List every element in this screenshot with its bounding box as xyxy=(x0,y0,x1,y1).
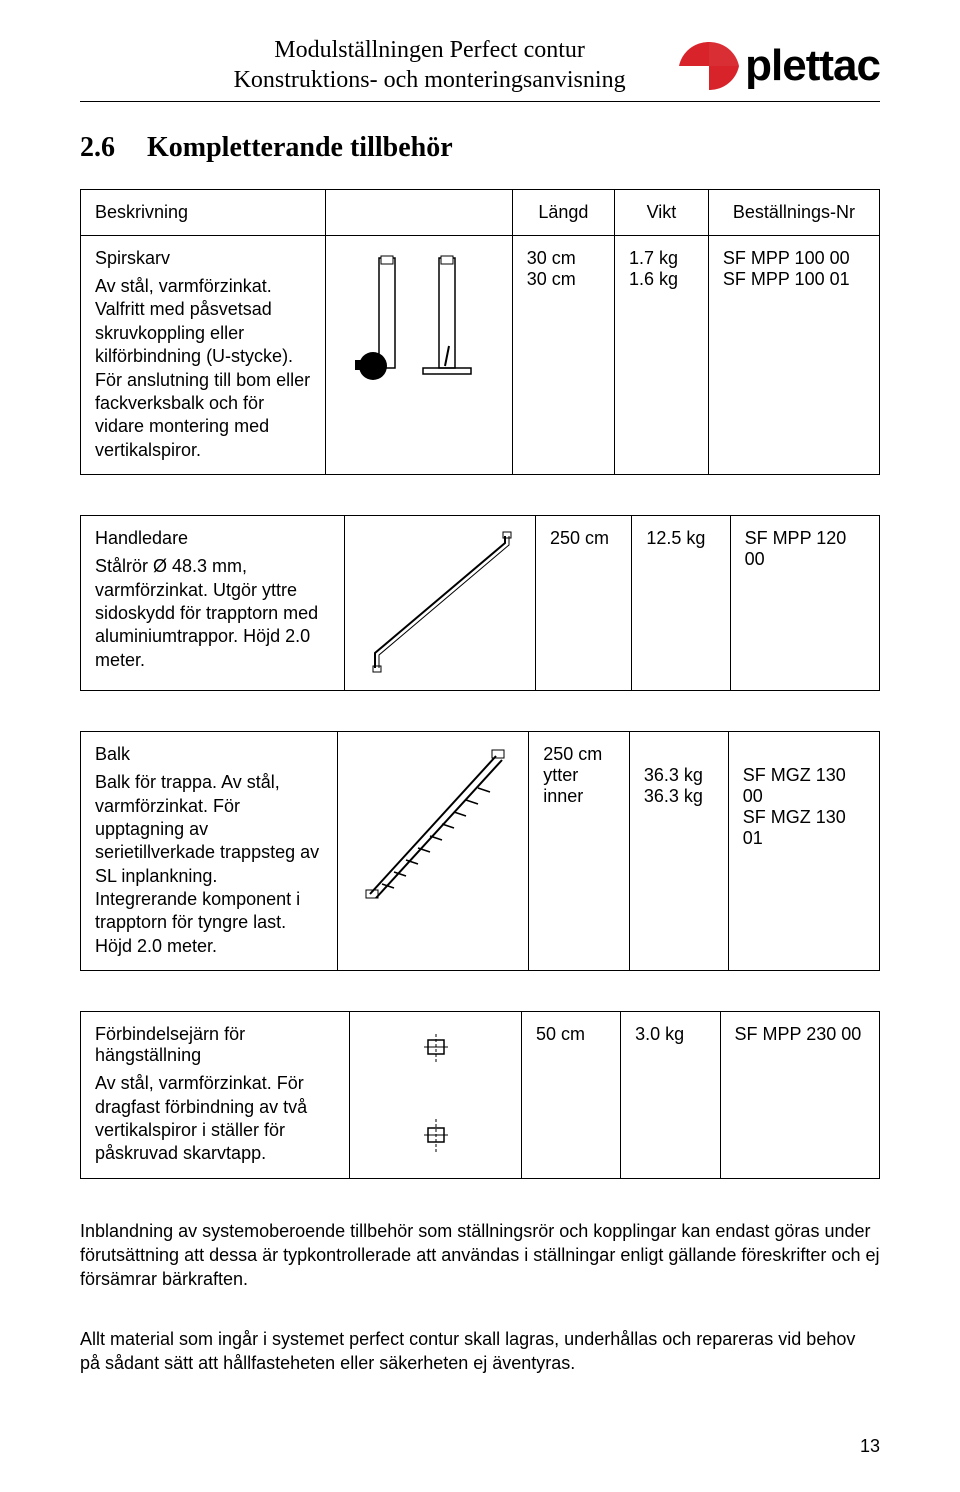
cell-length: 50 cm xyxy=(521,1012,620,1179)
table-header-row: Beskrivning Längd Vikt Beställnings-Nr xyxy=(81,190,880,236)
product-table-4: Förbindelsejärn för hängställning Av stå… xyxy=(80,1011,880,1179)
handledare-icon xyxy=(365,528,515,678)
cell-order: SF MPP 230 00 xyxy=(720,1012,879,1179)
item-body: Av stål, varmförzinkat. Valfritt med pås… xyxy=(95,275,311,462)
cell-order: SF MPP 100 00SF MPP 100 01 xyxy=(708,236,879,475)
header-line1: Modulställningen Perfect contur xyxy=(234,35,626,65)
section-heading: 2.6 Kompletterande tillbehör xyxy=(80,132,880,164)
header-rule xyxy=(80,101,880,102)
cell-length: 250 cm xyxy=(535,516,631,691)
item-title: Balk xyxy=(95,744,323,765)
cell-weight: 1.7 kg1.6 kg xyxy=(615,236,709,475)
item-title: Spirskarv xyxy=(95,248,311,269)
footer-para-1: Inblandning av systemoberoende tillbehör… xyxy=(80,1219,880,1292)
col-weight: Vikt xyxy=(615,190,709,236)
table-row: Handledare Stålrör Ø 48.3 mm, varmförzin… xyxy=(81,516,880,691)
section-title: Kompletterande tillbehör xyxy=(147,132,453,163)
item-body: Av stål, varmförzinkat. För dragfast för… xyxy=(95,1072,335,1166)
footer-para-2: Allt material som ingår i systemet perfe… xyxy=(80,1327,880,1376)
table-row: Balk Balk för trappa. Av stål, varmförzi… xyxy=(81,732,880,971)
brand-name: plettac xyxy=(745,41,880,91)
page: Modulställningen Perfect contur Konstruk… xyxy=(0,0,960,1492)
item-body: Balk för trappa. Av stål, varmförzinkat.… xyxy=(95,771,323,958)
cell-weight: 36.3 kg36.3 kg xyxy=(629,732,728,971)
section-number: 2.6 xyxy=(80,132,140,164)
item-title: Förbindelsejärn för hängställning xyxy=(95,1024,335,1066)
product-table-1: Beskrivning Längd Vikt Beställnings-Nr S… xyxy=(80,189,880,475)
header-title-block: Modulställningen Perfect contur Konstruk… xyxy=(234,35,626,95)
col-description: Beskrivning xyxy=(81,190,326,236)
cell-order: SF MGZ 130 00SF MGZ 130 01 xyxy=(728,732,879,971)
cell-weight: 3.0 kg xyxy=(621,1012,720,1179)
brand-logo: plettac xyxy=(679,41,880,91)
cell-length: 30 cm30 cm xyxy=(512,236,614,475)
cell-weight: 12.5 kg xyxy=(632,516,730,691)
cell-order: SF MPP 120 00 xyxy=(730,516,879,691)
product-table-3: Balk Balk för trappa. Av stål, varmförzi… xyxy=(80,731,880,971)
balk-icon xyxy=(358,744,508,904)
plettac-mark-icon xyxy=(679,42,739,90)
table-row: Spirskarv Av stål, varmförzinkat. Valfri… xyxy=(81,236,880,475)
col-image xyxy=(326,190,512,236)
page-header: Modulställningen Perfect contur Konstruk… xyxy=(180,35,880,95)
forbindelsejarn-icon xyxy=(396,1024,476,1164)
item-title: Handledare xyxy=(95,528,330,549)
item-body: Stålrör Ø 48.3 mm, varmförzinkat. Utgör … xyxy=(95,555,330,672)
table-row: Förbindelsejärn för hängställning Av stå… xyxy=(81,1012,880,1179)
col-order: Beställnings-Nr xyxy=(708,190,879,236)
cell-length: 250 cmytterinner xyxy=(529,732,630,971)
product-table-2: Handledare Stålrör Ø 48.3 mm, varmförzin… xyxy=(80,515,880,691)
header-line2: Konstruktions- och monteringsanvisning xyxy=(234,65,626,95)
col-length: Längd xyxy=(512,190,614,236)
page-number: 13 xyxy=(860,1436,880,1457)
spirskarv-icon xyxy=(349,248,489,398)
